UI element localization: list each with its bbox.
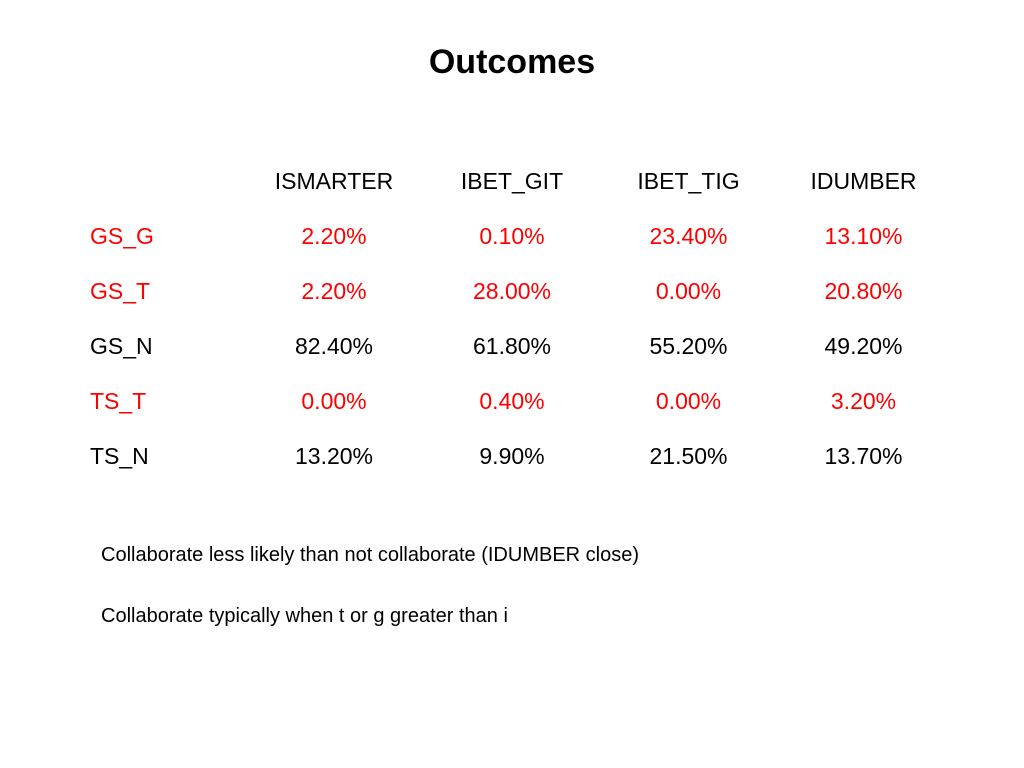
column-header-ibet-git: IBET_GIT: [460, 168, 564, 194]
table-row: GS_N 82.40% 61.80% 55.20% 49.20%: [74, 319, 951, 374]
table-cell: 9.90%: [479, 443, 545, 469]
table-cell: 0.10%: [479, 223, 545, 249]
column-header-ibet-tig: IBET_TIG: [637, 168, 740, 194]
table-cell: 13.20%: [294, 443, 373, 469]
table-cell: 0.00%: [301, 388, 367, 414]
row-label: GS_N: [90, 333, 153, 359]
table-cell: 28.00%: [472, 278, 551, 304]
row-label: GS_G: [90, 223, 154, 249]
table-cell: 82.40%: [294, 333, 373, 359]
header-corner: [74, 154, 245, 209]
note-line: Collaborate typically when t or g greate…: [101, 605, 508, 627]
table-row: GS_T 2.20% 28.00% 0.00% 20.80%: [74, 264, 951, 319]
row-label: TS_T: [90, 388, 147, 414]
notes: Collaborate less likely than not collabo…: [101, 540, 639, 662]
table-row: TS_N 13.20% 9.90% 21.50% 13.70%: [74, 429, 951, 484]
table-cell: 3.20%: [830, 388, 897, 414]
outcomes-table: ISMARTER IBET_GIT IBET_TIG IDUMBER GS_G …: [74, 154, 951, 484]
table-cell: 13.10%: [824, 223, 903, 249]
column-header-ismarter: ISMARTER: [274, 168, 394, 194]
table-cell: 55.20%: [649, 333, 728, 359]
table-header-row: ISMARTER IBET_GIT IBET_TIG IDUMBER: [74, 154, 951, 209]
table-cell: 61.80%: [472, 333, 551, 359]
row-label: TS_N: [90, 443, 149, 469]
table-cell: 23.40%: [649, 223, 728, 249]
table-row: GS_G 2.20% 0.10% 23.40% 13.10%: [74, 209, 951, 264]
table-cell: 20.80%: [824, 278, 903, 304]
table-cell: 2.20%: [301, 223, 367, 249]
row-label: GS_T: [90, 278, 151, 304]
table-cell: 2.20%: [301, 278, 367, 304]
table-cell: 13.70%: [824, 443, 903, 469]
column-header-idumber: IDUMBER: [810, 168, 917, 194]
table-cell: 49.20%: [824, 333, 903, 359]
table-row: TS_T 0.00% 0.40% 0.00% 3.20%: [74, 374, 951, 429]
table-cell: 0.00%: [655, 278, 722, 304]
table-cell: 0.00%: [655, 388, 722, 414]
slide-title: Outcomes: [428, 43, 596, 81]
table-cell: 21.50%: [649, 443, 728, 469]
table-cell: 0.40%: [479, 388, 545, 414]
note-line: Collaborate less likely than not collabo…: [101, 544, 640, 566]
